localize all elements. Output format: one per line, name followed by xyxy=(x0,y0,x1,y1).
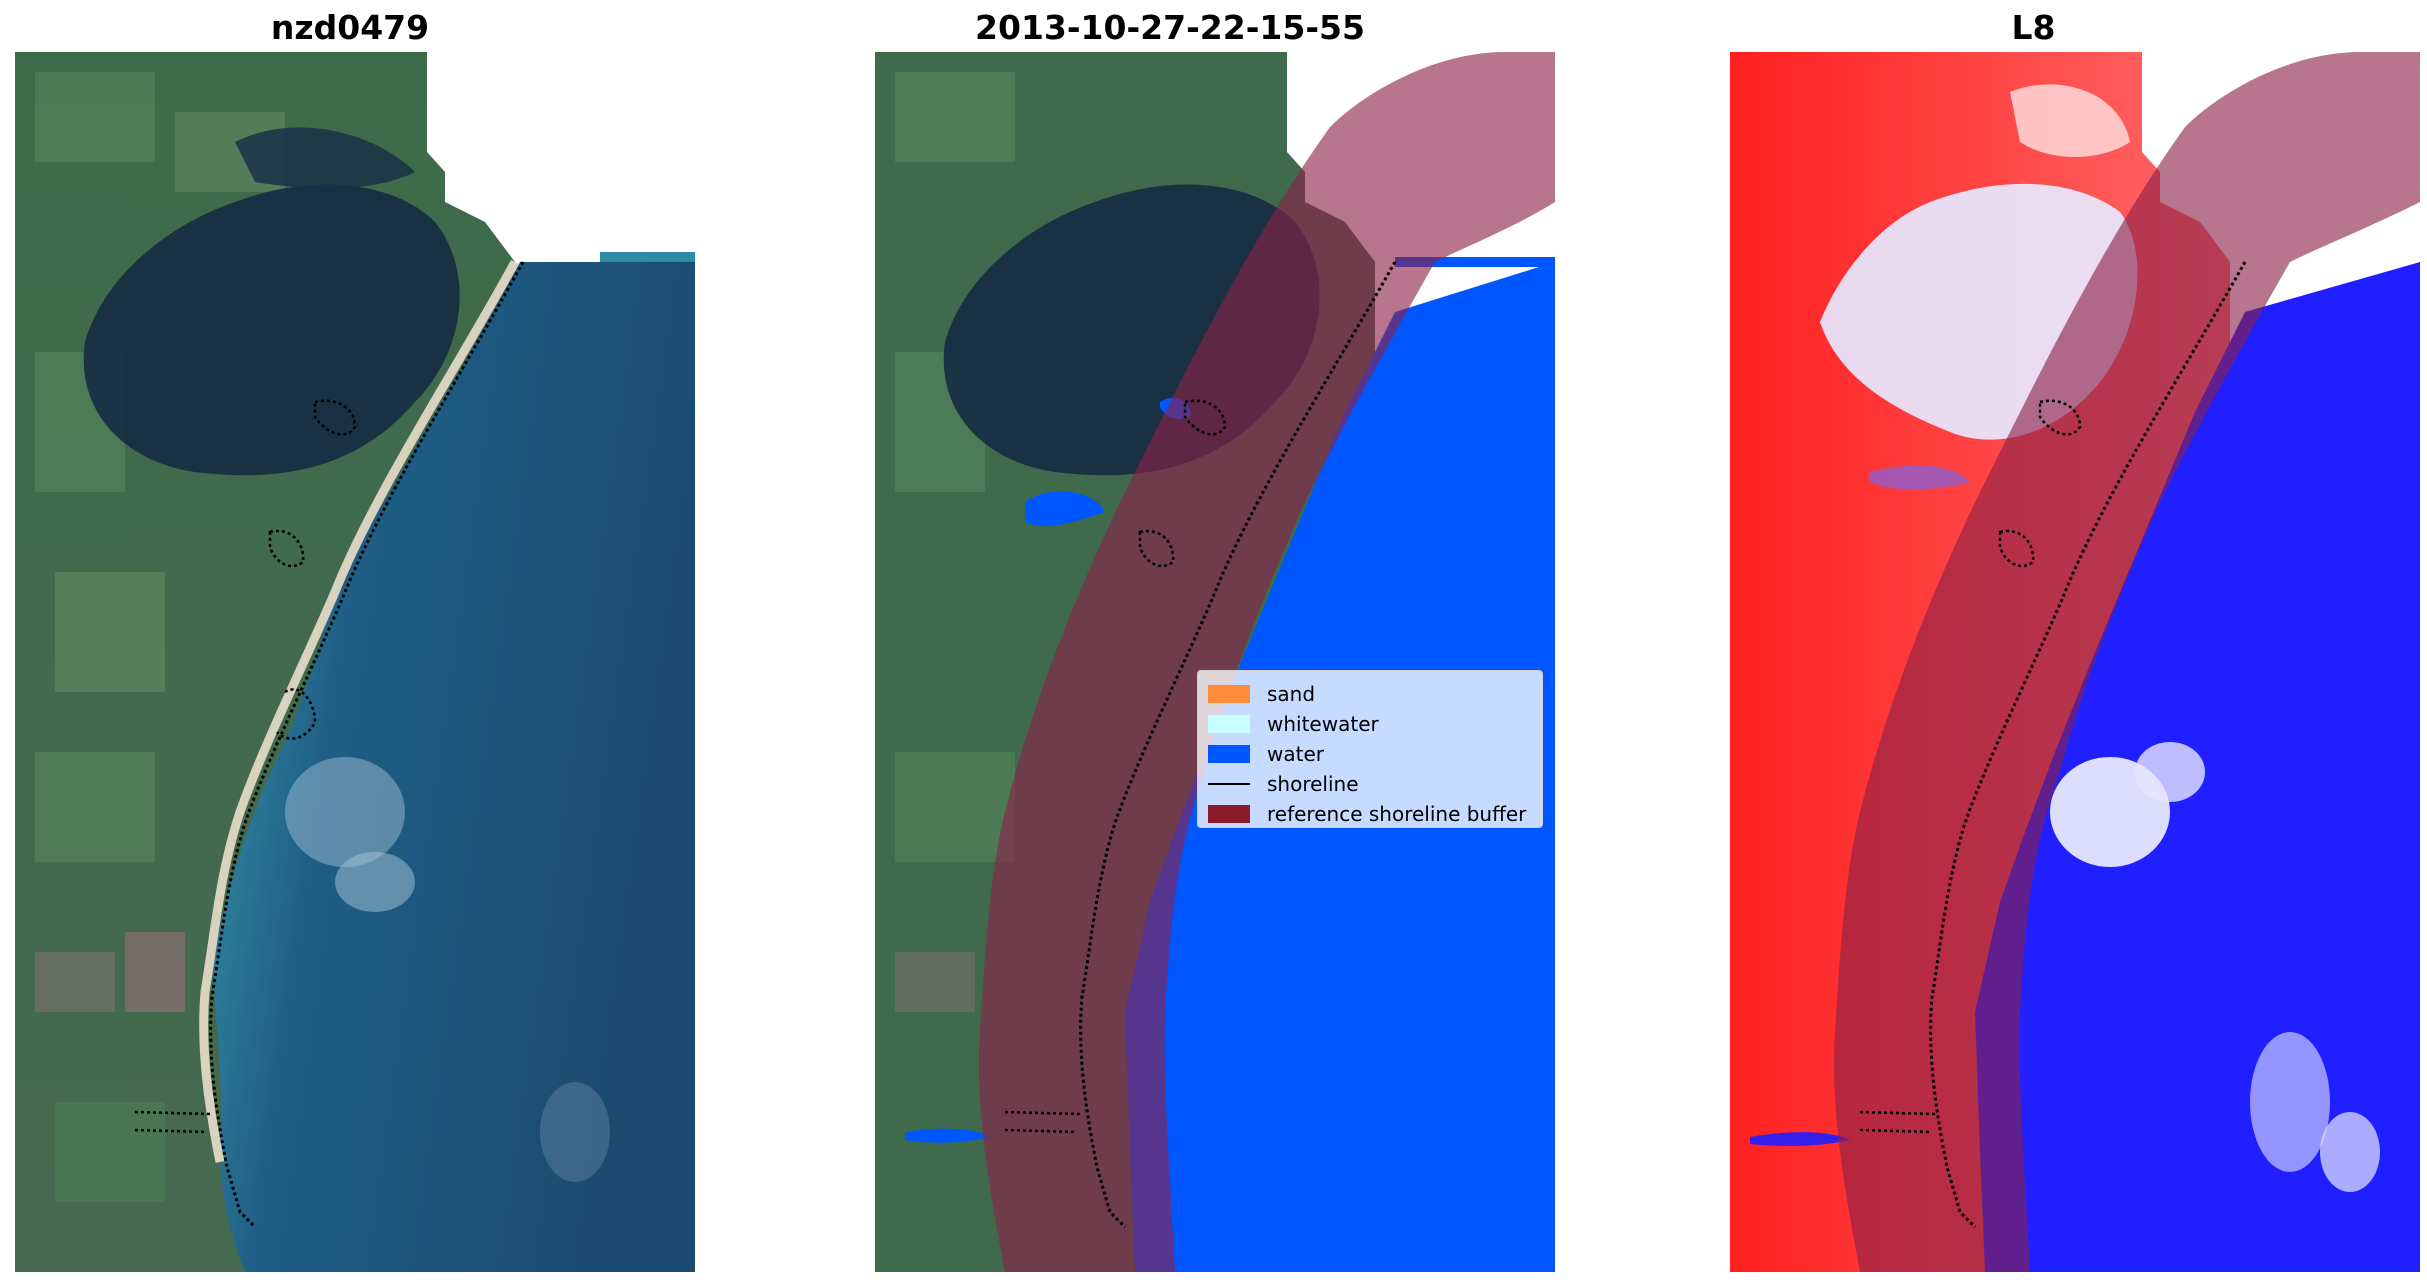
panel-classified: 2013-10-27-22-15-55 xyxy=(820,0,1620,1283)
legend-label: reference shoreline buffer xyxy=(1267,802,1527,826)
whitewater-swatch xyxy=(1208,715,1250,733)
panel-title: 2013-10-27-22-15-55 xyxy=(975,8,1365,47)
buffer-swatch xyxy=(1208,805,1250,823)
sand-swatch xyxy=(1208,685,1250,703)
index-image xyxy=(1730,52,2420,1272)
rgb-satellite-image xyxy=(15,52,695,1272)
legend-label: shoreline xyxy=(1267,772,1359,796)
panel-title: nzd0479 xyxy=(270,8,430,47)
classified-image xyxy=(875,52,1555,1272)
legend-item-shoreline: shoreline xyxy=(1208,769,1532,799)
legend-item-sand: sand xyxy=(1208,679,1532,709)
water-swatch xyxy=(1208,745,1250,763)
legend: sand whitewater water shoreline referenc… xyxy=(1197,670,1543,828)
panel-index: L8 xyxy=(1680,0,2427,1283)
legend-label: water xyxy=(1267,742,1324,766)
legend-item-buffer: reference shoreline buffer xyxy=(1208,799,1532,829)
panel-title: L8 xyxy=(2011,8,2056,47)
legend-item-whitewater: whitewater xyxy=(1208,709,1532,739)
shoreline xyxy=(209,261,525,1229)
legend-label: sand xyxy=(1267,682,1316,706)
shoreline-line-swatch xyxy=(1208,783,1250,785)
legend-item-water: water xyxy=(1208,739,1532,769)
panel-rgb: nzd0479 xyxy=(0,0,700,1283)
legend-label: whitewater xyxy=(1267,712,1379,736)
